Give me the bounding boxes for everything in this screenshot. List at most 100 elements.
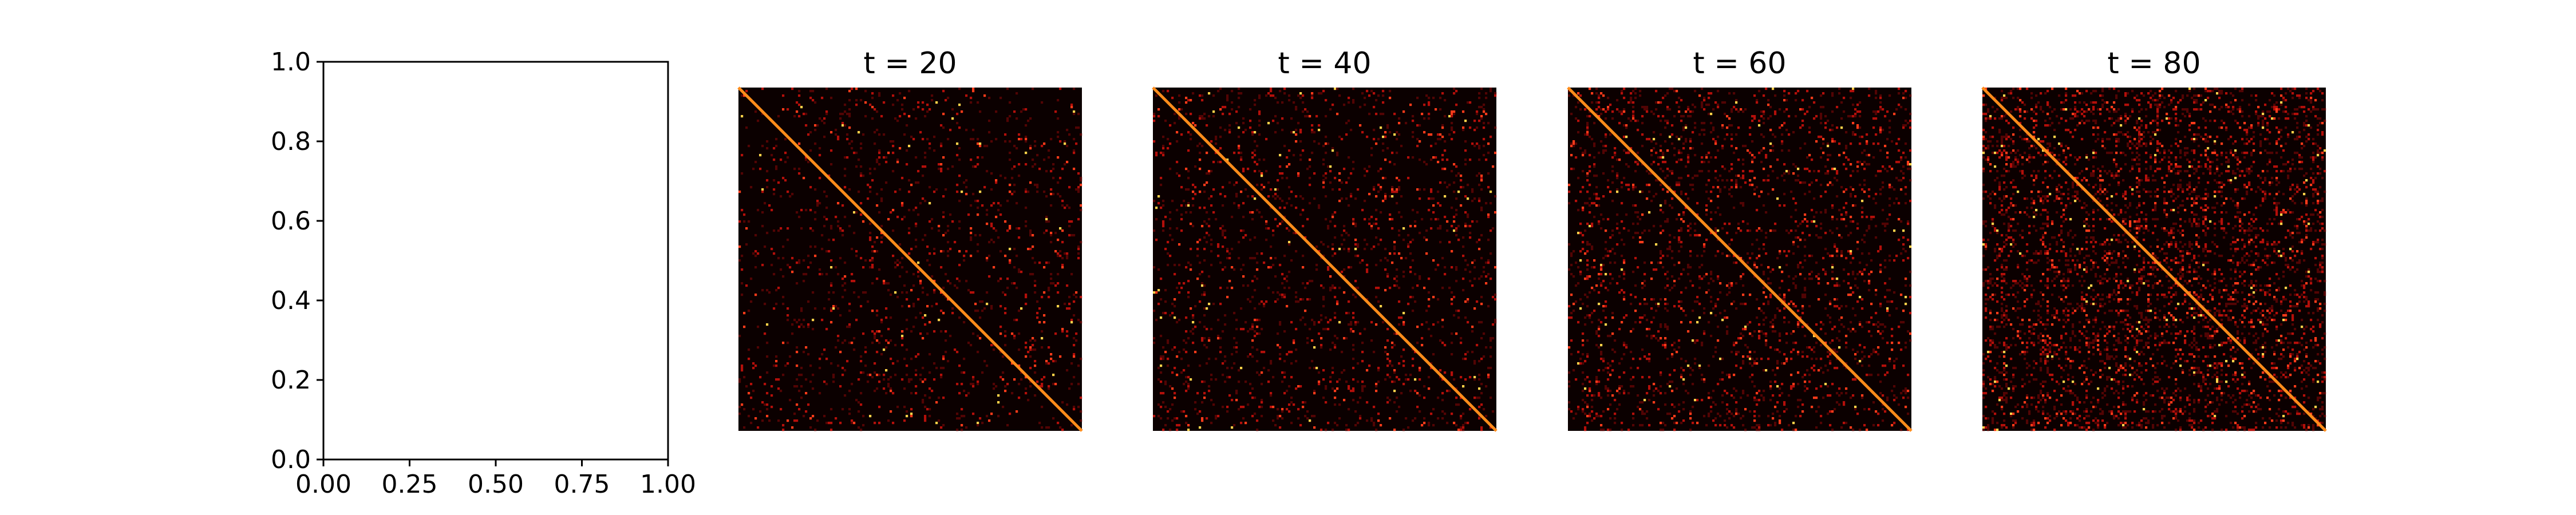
heatmap-cell xyxy=(1054,332,1057,335)
heatmap-cell xyxy=(1382,200,1385,203)
heatmap-cell xyxy=(1068,307,1071,310)
heatmap-cell xyxy=(1029,232,1032,235)
heatmap-cell xyxy=(798,216,801,219)
heatmap-cell xyxy=(1623,271,1626,274)
heatmap-cell xyxy=(1801,294,1804,296)
heatmap-cell xyxy=(1476,344,1479,347)
heatmap-cell xyxy=(940,367,943,370)
heatmap-cell xyxy=(1843,97,1846,100)
heatmap-cell xyxy=(791,193,794,196)
heatmap-cell xyxy=(1863,161,1866,164)
heatmap-cell xyxy=(1187,204,1190,207)
heatmap-cell xyxy=(1905,97,1907,100)
heatmap-cell xyxy=(878,133,881,136)
heatmap-cell xyxy=(1059,250,1062,253)
heatmap-cell xyxy=(807,300,810,303)
heatmap-cell xyxy=(1444,149,1447,152)
heatmap-cell xyxy=(1909,179,1912,182)
heatmap-cell xyxy=(798,115,801,118)
heatmap-cell xyxy=(894,291,897,294)
heatmap-cell xyxy=(1311,415,1314,418)
heatmap-cell xyxy=(1352,330,1355,333)
y-tick-label: 0.4 xyxy=(271,286,311,315)
heatmap-cell xyxy=(878,374,881,377)
heatmap-cell xyxy=(1669,241,1672,244)
heatmap-cell xyxy=(1215,152,1218,154)
heatmap-cell xyxy=(1190,138,1192,141)
heatmap-cell xyxy=(862,415,865,418)
heatmap-cell xyxy=(1822,257,1825,260)
heatmap-cell xyxy=(910,413,913,415)
heatmap-cell xyxy=(1180,213,1183,216)
heatmap-cell xyxy=(912,305,915,308)
heatmap-cell xyxy=(1879,268,1882,271)
heatmap-cell xyxy=(1345,197,1348,200)
heatmap-cell xyxy=(771,406,773,409)
heatmap-cell xyxy=(823,191,826,193)
heatmap-cell xyxy=(1208,390,1211,393)
heatmap-cell xyxy=(1884,259,1887,262)
heatmap-cell xyxy=(1311,339,1314,342)
heatmap-cell xyxy=(1306,282,1309,285)
heatmap-cell xyxy=(1765,179,1768,182)
heatmap-cell xyxy=(967,392,970,395)
heatmap-cell xyxy=(880,115,883,118)
heatmap-cell xyxy=(1050,193,1053,196)
heatmap-cell xyxy=(1455,424,1458,427)
heatmap-cell xyxy=(940,310,943,312)
heatmap-cell xyxy=(1419,232,1421,235)
heatmap-cell xyxy=(1756,316,1759,319)
heatmap-cell xyxy=(1210,140,1213,143)
heatmap-cell xyxy=(750,186,753,189)
heatmap-cell xyxy=(1238,369,1240,372)
heatmap-cell xyxy=(1329,275,1332,278)
heatmap-cell xyxy=(1790,229,1793,232)
heatmap-cell xyxy=(1164,300,1167,303)
heatmap-cell xyxy=(1455,234,1458,237)
heatmap-cell xyxy=(995,181,998,184)
heatmap-cell xyxy=(1598,273,1601,276)
heatmap-cell xyxy=(1795,99,1797,102)
heatmap-cell xyxy=(1228,181,1231,184)
heatmap-cell xyxy=(1882,181,1884,184)
heatmap-cell xyxy=(899,275,902,278)
heatmap-cell xyxy=(1212,110,1215,113)
heatmap-cell xyxy=(901,305,904,308)
heatmap-cell xyxy=(1370,248,1373,251)
heatmap-cell xyxy=(846,138,849,141)
heatmap-cell xyxy=(1593,145,1596,148)
heatmap-cell xyxy=(1630,147,1633,150)
heatmap-cell xyxy=(945,99,947,102)
heatmap-cell xyxy=(1464,211,1467,214)
heatmap-cell xyxy=(1680,227,1683,230)
heatmap-cell xyxy=(1891,186,1894,189)
heatmap-cell xyxy=(1311,319,1314,322)
heatmap-cell xyxy=(1480,358,1483,360)
heatmap-cell xyxy=(1783,163,1786,166)
heatmap-cell xyxy=(1682,268,1685,271)
heatmap-cell xyxy=(874,422,876,425)
heatmap-cell xyxy=(1290,117,1293,120)
heatmap-cell xyxy=(1277,188,1279,191)
heatmap-cell xyxy=(1868,252,1871,255)
heatmap-cell xyxy=(807,403,810,406)
heatmap-cell xyxy=(1013,184,1016,187)
heatmap-cell xyxy=(1886,170,1889,173)
heatmap-cell xyxy=(1224,106,1227,109)
heatmap-cell xyxy=(1850,262,1852,264)
heatmap-cell xyxy=(958,365,961,367)
heatmap-cell xyxy=(929,387,931,390)
heatmap-cell xyxy=(988,131,991,134)
heatmap-cell xyxy=(1279,264,1282,267)
heatmap-cell xyxy=(876,129,879,132)
heatmap-cell xyxy=(1160,381,1163,383)
heatmap-cell xyxy=(940,330,943,333)
heatmap-cell xyxy=(1905,303,1907,306)
heatmap-cell xyxy=(1249,108,1252,111)
heatmap-cell xyxy=(1568,90,1571,93)
heatmap-cell xyxy=(972,385,975,388)
heatmap-cell xyxy=(1361,387,1364,390)
heatmap-cell xyxy=(1416,97,1419,100)
heatmap-cell xyxy=(1240,156,1243,159)
heatmap-cell xyxy=(1662,266,1665,269)
